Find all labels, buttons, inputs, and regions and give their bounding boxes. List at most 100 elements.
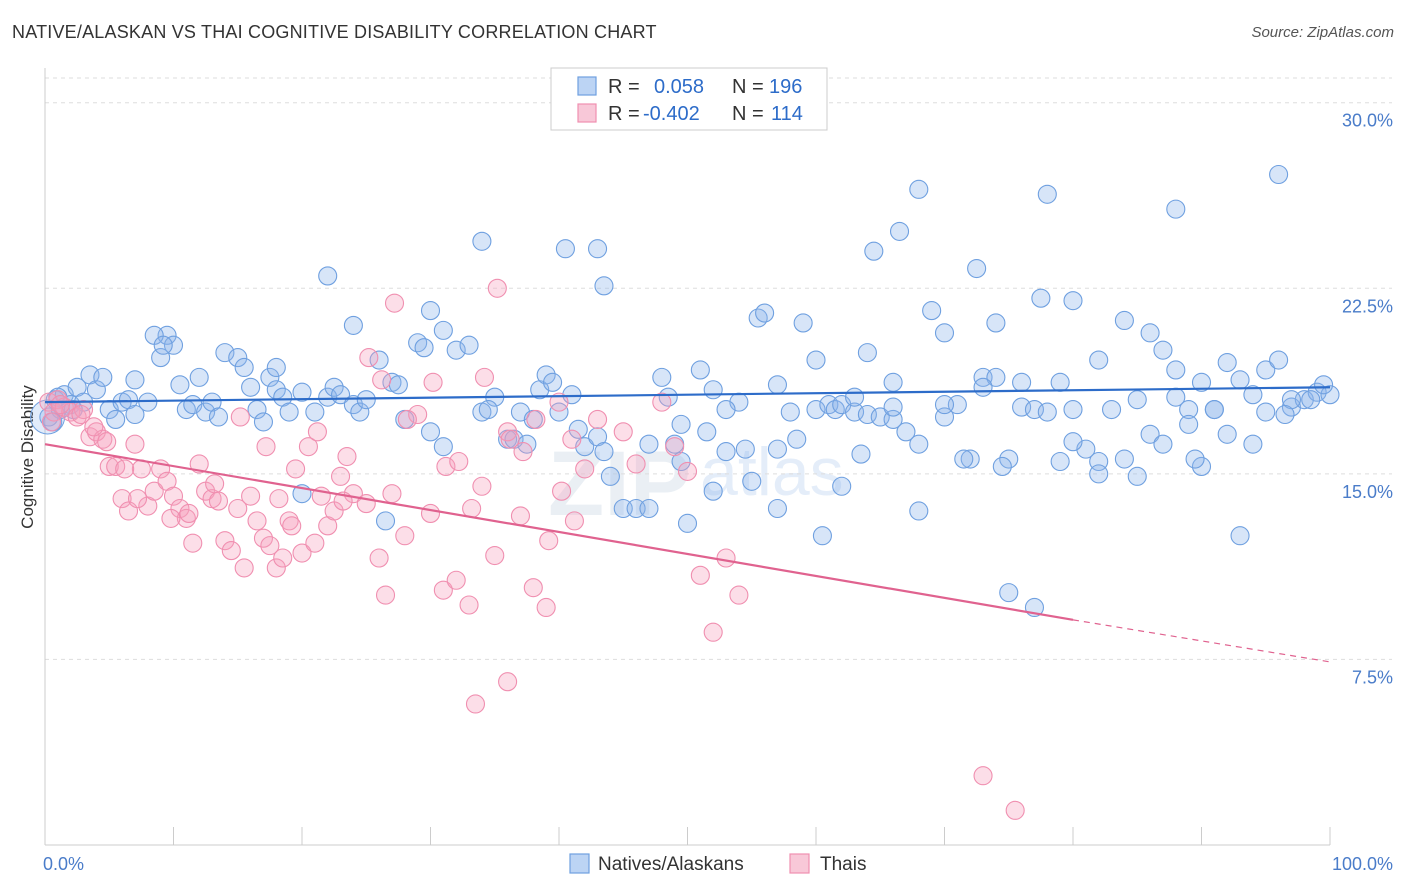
thais-point-33 [247,511,267,531]
thais-point-88 [230,407,250,427]
natives-point-194 [992,456,1012,476]
thais-point-75 [703,622,723,642]
thais-point-58 [459,595,479,615]
natives-point-190 [639,434,659,454]
natives-point-11 [106,409,126,429]
thais-point-73 [677,461,698,481]
natives-point-203 [125,370,145,390]
thais-point-110 [465,694,486,714]
natives-point-94 [851,444,871,464]
thais-point-94 [359,348,379,368]
natives-point-168 [716,399,736,420]
thais-point-99 [436,456,456,476]
thais-point-108 [552,481,572,501]
y-axis-title: Cognitive Disability [18,385,37,529]
thais-point-71 [652,392,672,412]
thais-point-56 [433,580,453,600]
thais-point-8 [86,422,106,442]
bottom-legend-swatch-thais [789,853,810,874]
natives-point-138 [909,179,929,199]
natives-point-40 [343,395,363,415]
natives-point-185 [1179,414,1199,434]
natives-point-76 [671,414,691,434]
natives-point-49 [420,422,441,442]
thais-point-30 [228,498,248,519]
natives-point-42 [356,390,376,410]
natives-point-148 [153,335,173,355]
natives-point-144 [343,315,363,335]
natives-point-77 [677,513,698,533]
natives-point-45 [388,375,408,395]
thais-point-37 [273,548,293,568]
source-label: Source: ZipAtlas.com [1251,24,1394,41]
thais-point-67 [575,459,595,479]
bottom-legend-label-natives: Natives/Alaskans [598,854,744,875]
natives-point-187 [375,511,396,531]
natives-point-35 [292,382,312,402]
natives-point-24 [208,407,229,427]
natives-point-18 [163,335,184,355]
natives-point-162 [1217,352,1237,373]
natives-point-176 [883,397,903,417]
natives-point-85 [755,303,775,323]
thais-point-96 [384,293,405,313]
thais-point-47 [337,447,357,467]
natives-point-26 [228,348,248,368]
axes [44,68,1331,846]
thais-point-46 [330,466,351,486]
thais-point-10 [99,456,119,476]
thais-point-106 [526,409,546,429]
thais-point-36 [266,558,286,578]
thais-point-103 [487,278,507,298]
natives-point-141 [1166,199,1186,219]
natives-point-151 [883,372,903,392]
natives-point-172 [787,429,807,449]
natives-point-123 [1217,424,1237,444]
natives-point-74 [658,387,678,407]
thais-point-20 [163,486,184,506]
natives-point-139 [967,258,987,279]
natives-point-136 [864,241,884,261]
natives-point-163 [1243,385,1263,405]
natives-point-158 [1114,310,1134,331]
thais-point-84 [127,489,148,509]
natives-point-89 [806,399,826,420]
natives-point-114 [1102,399,1122,420]
natives-point-153 [986,313,1006,333]
natives-point-167 [1314,375,1334,395]
thais-point-100 [449,451,469,472]
natives-point-117 [1140,424,1160,444]
natives-point-103 [960,449,980,469]
natives-point-164 [1256,402,1276,422]
natives-point-73 [652,367,672,387]
thais-point-34 [253,528,274,548]
natives-point-99 [909,434,929,454]
natives-point-50 [433,437,453,457]
natives-point-180 [999,583,1019,603]
natives-point-159 [1140,323,1160,343]
legend-r-label-natives: R = [608,76,640,98]
thais-point-86 [179,503,199,524]
natives-point-9 [93,367,113,387]
natives-trend-line [44,386,1331,404]
natives-point-68 [594,442,614,462]
natives-point-134 [587,239,608,259]
natives-point-157 [1089,350,1109,370]
legend-n-value-thais: 114 [771,103,803,125]
natives-point-198 [1230,526,1250,546]
thais-point-79 [50,395,70,415]
legend-n-value-natives: 196 [769,76,802,98]
thais-point-60 [485,545,505,566]
natives-point-69 [600,466,620,486]
legend-swatch-thais [577,103,597,123]
natives-point-16 [151,348,171,368]
natives-point-83 [742,471,762,491]
thais-point-69 [613,422,633,442]
thais-point-105 [513,442,533,462]
natives-point-51 [446,340,466,360]
natives-point-197 [1185,449,1205,469]
natives-point-28 [241,377,261,397]
natives-point-31 [260,367,280,387]
natives-point-87 [780,402,800,422]
natives-point-105 [986,367,1006,387]
